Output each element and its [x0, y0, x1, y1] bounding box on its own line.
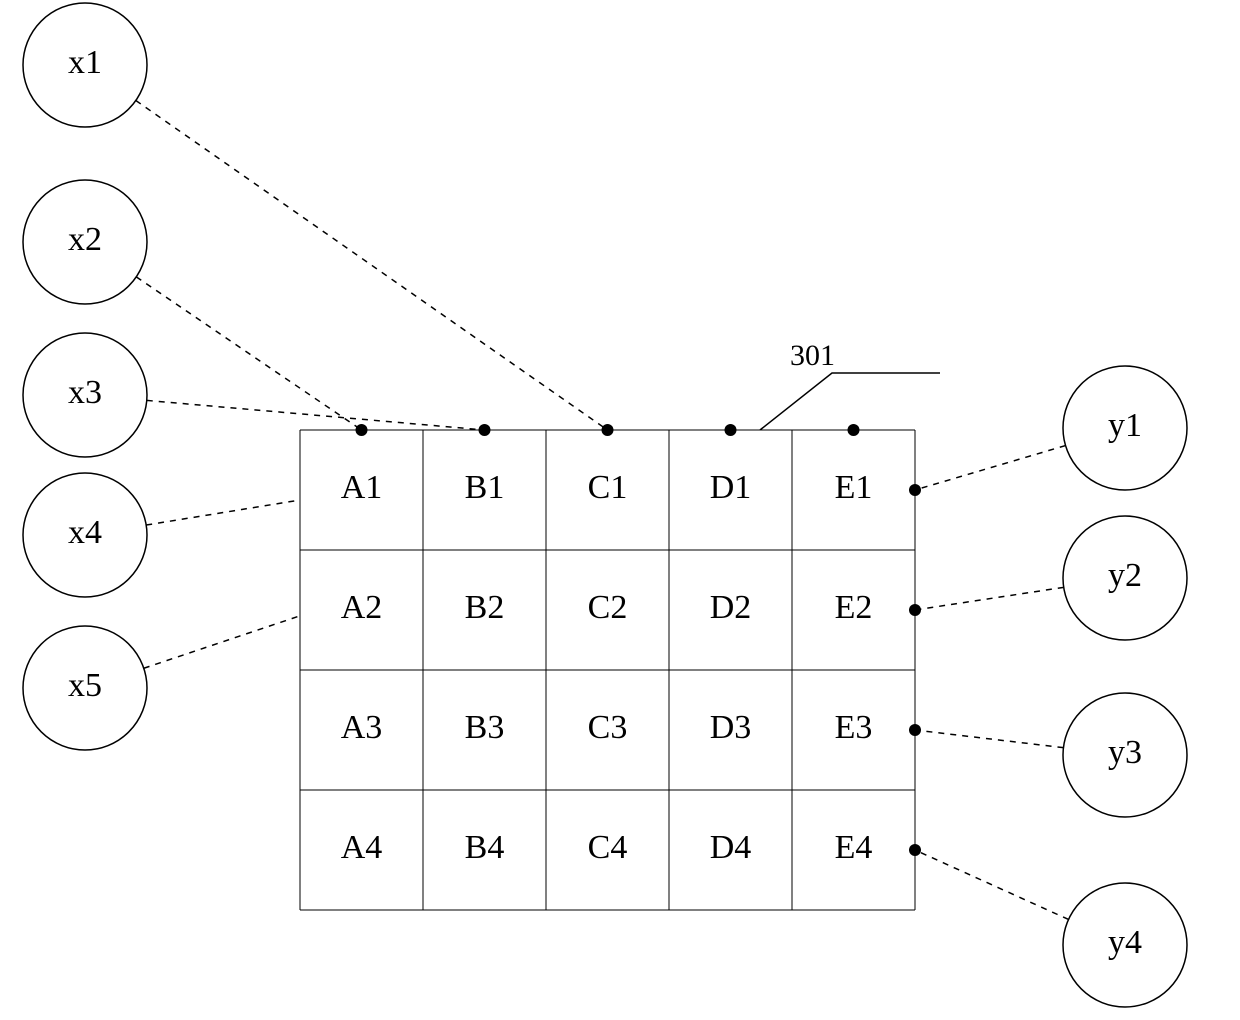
- grid-top-dot: [848, 424, 860, 436]
- cell-label: B1: [465, 469, 505, 506]
- cell-label: B2: [465, 589, 505, 626]
- edge-y3: [915, 730, 1063, 748]
- cell-label: D3: [710, 709, 752, 746]
- node-label-y3: y3: [1108, 734, 1142, 771]
- cell-label: E2: [835, 589, 873, 626]
- node-label-x4: x4: [68, 514, 102, 551]
- edge-x1: [136, 101, 608, 430]
- grid-top-dot: [602, 424, 614, 436]
- cell-label: D2: [710, 589, 752, 626]
- cell-label: C1: [588, 469, 628, 506]
- cell-label: C4: [588, 829, 628, 866]
- node-label-x2: x2: [68, 221, 102, 258]
- node-label-x5: x5: [68, 667, 102, 704]
- cell-label: B4: [465, 829, 505, 866]
- node-label-x1: x1: [68, 44, 102, 81]
- cell-label: B3: [465, 709, 505, 746]
- cell-label: A4: [341, 829, 383, 866]
- cell-label: A1: [341, 469, 383, 506]
- cell-label: E1: [835, 469, 873, 506]
- node-label-y1: y1: [1108, 407, 1142, 444]
- node-label-x3: x3: [68, 374, 102, 411]
- diagram-canvas: A1 B1 C1 D1 E1 A2 B2 C2 D2 E2 A3 B3 C3 D3 E3 A4 B4 C4 D4 E4…: [0, 0, 1240, 1020]
- node-label-y4: y4: [1108, 924, 1142, 961]
- grid-right-dot: [909, 604, 921, 616]
- cell-label: E3: [835, 709, 873, 746]
- grid-right-dot: [909, 724, 921, 736]
- cell-label: D4: [710, 829, 752, 866]
- node-label-y2: y2: [1108, 557, 1142, 594]
- annotation-label: 301: [790, 339, 835, 372]
- cell-label: C2: [588, 589, 628, 626]
- edge-y2: [915, 587, 1064, 610]
- edge-y1: [915, 446, 1066, 490]
- cell-label: D1: [710, 469, 752, 506]
- grid-top-dot: [356, 424, 368, 436]
- cell-label: A2: [341, 589, 383, 626]
- grid-right-dot: [909, 484, 921, 496]
- annotation-leader: [760, 373, 940, 430]
- grid-top-dot: [479, 424, 491, 436]
- grid-right-dot: [909, 844, 921, 856]
- edge-x2: [136, 277, 361, 430]
- cell-label: C3: [588, 709, 628, 746]
- grid-top-dot: [725, 424, 737, 436]
- edge-y4: [915, 850, 1069, 919]
- cell-label: E4: [835, 829, 873, 866]
- cell-label: A3: [341, 709, 383, 746]
- edge-x3: [147, 400, 485, 430]
